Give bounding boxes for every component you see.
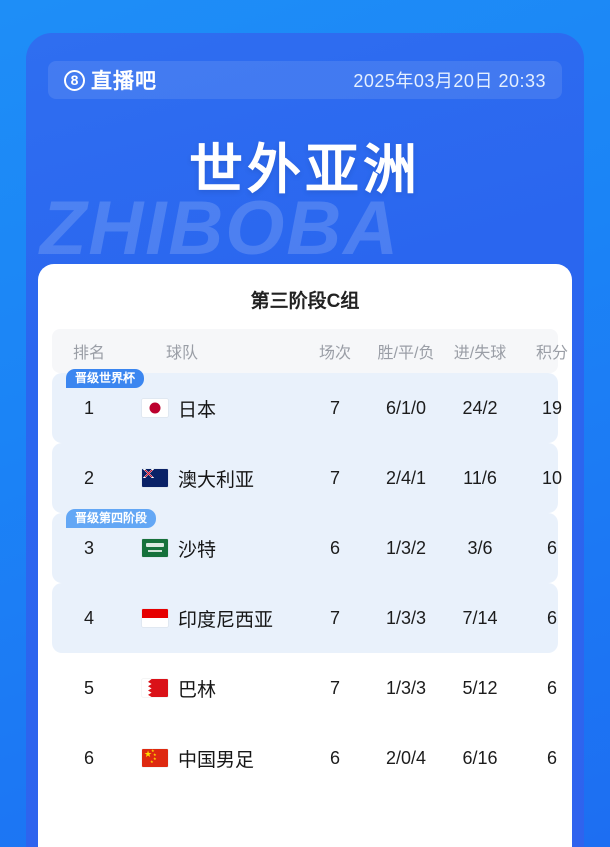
cell-wdl: 2/0/4	[385, 747, 427, 768]
cell-played: 7	[329, 607, 340, 628]
qualification-badge: 晋级世界杯	[66, 369, 145, 388]
cell-goals: 5/12	[462, 677, 498, 698]
flag-indonesia-icon	[142, 609, 168, 627]
standings-card: 第三阶段C组 排名 球队 场次 胜/平/负 进/失球 积分 晋级世界杯 1 日本 7 6…	[38, 264, 572, 847]
brand-name: 直播吧	[91, 70, 157, 93]
cell-goals: 7/14	[462, 607, 498, 628]
cell-rank: 6	[83, 747, 94, 768]
column-header-played: 场次	[318, 345, 351, 362]
cell-points: 10	[541, 467, 563, 488]
cell-points: 6	[546, 677, 557, 698]
cell-played: 7	[329, 397, 340, 418]
page-title: 世外亚洲	[189, 140, 421, 200]
top-bar: 8 直播吧 2025年03月20日 20:33	[48, 61, 562, 99]
cell-points: 19	[541, 397, 563, 418]
table-row[interactable]: 2 澳大利亚 7 2/4/1 11/6 10	[52, 443, 562, 513]
cell-points: 6	[546, 537, 557, 558]
cell-wdl: 1/3/3	[385, 607, 427, 628]
cell-wdl: 1/3/3	[385, 677, 427, 698]
column-header-rank: 排名	[72, 345, 105, 362]
cell-rank: 4	[83, 607, 94, 628]
cell-team: ★ ★ ★ ★ ★ 中国男足	[126, 745, 302, 772]
flag-australia-icon	[142, 469, 168, 487]
team-name: 中国男足	[178, 749, 255, 771]
cell-rank: 2	[83, 467, 94, 488]
cell-points: 6	[546, 747, 557, 768]
table-row[interactable]: 4 印度尼西亚 7 1/3/3 7/14 6	[52, 583, 558, 653]
cell-wdl: 6/1/0	[385, 397, 427, 418]
cell-rank: 5	[83, 677, 94, 698]
table-body: 晋级世界杯 1 日本 7 6/1/0 24/2 19 2 澳大利亚 7 2/4/1 11/6 10 晋级第…	[52, 369, 562, 793]
flag-saudi-icon	[142, 539, 168, 557]
column-header-goals: 进/失球	[453, 345, 507, 362]
cell-wdl: 2/4/1	[385, 467, 427, 488]
cell-played: 7	[329, 677, 340, 698]
table-row[interactable]: 6 ★ ★ ★ ★ ★ 中国男足 6 2/0/4 6/16 6	[52, 723, 558, 793]
column-header-points: 积分	[535, 345, 568, 362]
cell-team: 巴林	[126, 675, 302, 702]
cell-team: 澳大利亚	[126, 465, 302, 492]
star-icon: ★	[151, 749, 155, 753]
column-header-team: 球队	[166, 345, 199, 362]
team-name: 印度尼西亚	[178, 609, 274, 631]
datetime-label: 2025年03月20日 20:33	[353, 71, 546, 91]
flag-china-icon: ★ ★ ★ ★ ★	[142, 749, 168, 767]
watermark-zhiboba: ZHIBOBA	[40, 186, 401, 271]
cell-rank: 1	[83, 397, 94, 418]
flag-japan-icon	[142, 399, 168, 417]
cell-team: 印度尼西亚	[126, 605, 302, 632]
cell-played: 6	[329, 537, 340, 558]
team-name: 沙特	[178, 539, 217, 561]
star-icon: ★	[153, 756, 157, 761]
poster-panel: ZHIBOBA 8 直播吧 2025年03月20日 20:33 世外亚洲 第三阶…	[26, 33, 584, 847]
table-row[interactable]: 5 巴林 7 1/3/3 5/12 6	[52, 653, 558, 723]
star-icon: ★	[150, 759, 154, 764]
team-name: 日本	[178, 399, 217, 421]
cell-played: 6	[329, 747, 340, 768]
column-header-wdl: 胜/平/负	[377, 345, 435, 362]
cell-rank: 3	[83, 537, 94, 558]
star-icon: ★	[153, 752, 157, 757]
team-name: 澳大利亚	[178, 469, 255, 491]
standings-table: 排名 球队 场次 胜/平/负 进/失球 积分 晋级世界杯 1 日本 7 6/1/0 24/…	[38, 329, 572, 793]
cell-wdl: 1/3/2	[385, 537, 427, 558]
cell-goals: 3/6	[467, 537, 493, 558]
qualification-badge: 晋级第四阶段	[66, 509, 157, 528]
cell-played: 7	[329, 467, 340, 488]
brand-logo[interactable]: 8 直播吧	[64, 65, 157, 95]
card-title: 第三阶段C组	[250, 291, 360, 312]
cell-points: 6	[546, 607, 557, 628]
flag-bahrain-icon	[142, 679, 168, 697]
cell-team: 沙特	[126, 535, 302, 562]
cell-goals: 11/6	[463, 467, 497, 488]
cell-team: 日本	[126, 395, 302, 422]
team-name: 巴林	[178, 679, 217, 701]
table-header-row: 排名 球队 场次 胜/平/负 进/失球 积分	[52, 329, 568, 373]
cell-goals: 24/2	[462, 397, 498, 418]
star-icon: ★	[144, 749, 153, 759]
cell-goals: 6/16	[462, 747, 498, 768]
eight-circle-icon: 8	[64, 69, 85, 91]
